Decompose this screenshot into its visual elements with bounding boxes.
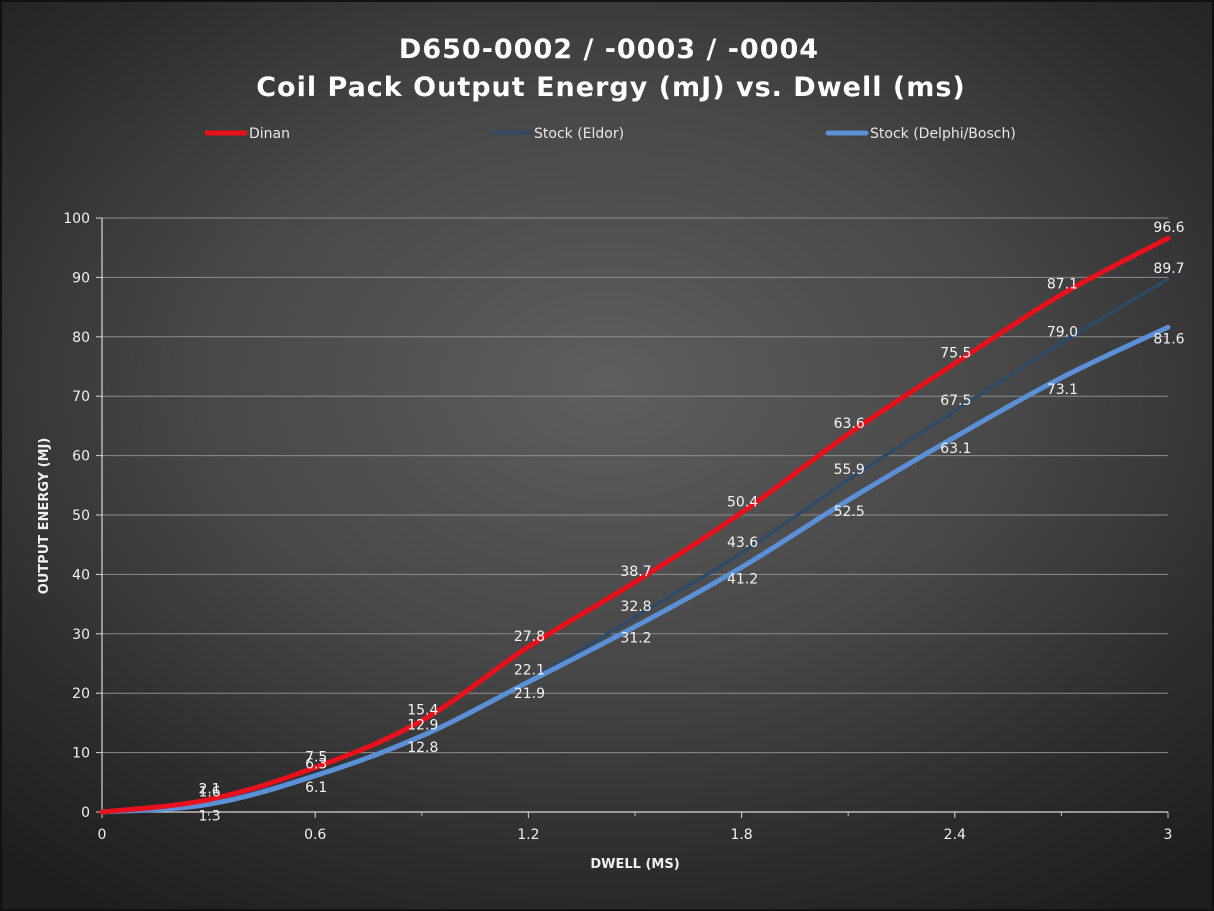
y-tick-label: 70	[72, 389, 90, 405]
data-label-dinan: 7.5	[305, 749, 327, 765]
y-tick-label: 20	[72, 686, 90, 702]
data-label-dinan: 50.4	[727, 495, 758, 511]
data-label-stock-eldor: 89.7	[1153, 261, 1184, 277]
legend-item-stock-delphi-bosch: Stock (Delphi/Bosch)	[825, 126, 1016, 142]
data-label-stock-eldor: 32.8	[620, 599, 651, 615]
data-label-stock-delphi-bosch: 31.2	[620, 631, 651, 647]
legend-item-dinan: Dinan	[204, 126, 290, 142]
x-tick-label: 0.6	[304, 827, 326, 843]
y-tick-label: 100	[63, 211, 90, 227]
data-label-stock-eldor: 67.5	[940, 393, 971, 409]
x-tick-label: 1.8	[730, 827, 752, 843]
data-label-stock-delphi-bosch: 52.5	[834, 504, 865, 520]
legend-label: Stock (Delphi/Bosch)	[870, 126, 1016, 142]
axes: 0 10 20 30 40 50 60 70 80 90 100 0 0.6 1.2 1.8 2.4 3	[63, 211, 1172, 843]
legend-label: Dinan	[249, 126, 290, 142]
data-label-stock-delphi-bosch: 81.6	[1153, 331, 1184, 347]
data-label-stock-eldor: 1.6	[198, 784, 220, 800]
data-label-dinan: 87.1	[1047, 277, 1078, 293]
y-tick-label: 60	[72, 449, 90, 465]
x-tick-label: 3	[1164, 827, 1173, 843]
chart-title: D650-0002 / -0003 / -0004	[399, 34, 819, 65]
data-label-dinan: 27.8	[514, 629, 545, 645]
grid	[102, 217, 1168, 754]
data-label-stock-eldor: 43.6	[727, 535, 758, 551]
y-tick-label: 40	[72, 567, 90, 583]
x-tick-label: 0	[98, 827, 107, 843]
y-tick-label: 30	[72, 627, 90, 643]
data-label-dinan: 96.6	[1153, 220, 1184, 236]
data-label-stock-eldor: 22.1	[514, 663, 545, 679]
data-label-stock-delphi-bosch: 41.2	[727, 571, 758, 587]
data-label-stock-delphi-bosch: 21.9	[514, 686, 545, 702]
data-label-dinan: 15.4	[407, 703, 438, 719]
data-label-dinan: 75.5	[940, 346, 971, 362]
y-axis-label: OUTPUT ENERGY (MJ)	[37, 438, 52, 595]
data-label-stock-delphi-bosch: 63.1	[940, 441, 971, 457]
legend-label: Stock (Eldor)	[534, 126, 624, 142]
y-tick-label: 0	[81, 805, 90, 821]
data-label-stock-delphi-bosch: 12.8	[407, 740, 438, 756]
series-lines	[99, 235, 1171, 815]
data-label-stock-eldor: 12.9	[407, 717, 438, 733]
data-labels: 2.1 7.5 15.4 27.8 38.7 50.4 63.6 75.5 87.1 96.6 1.…	[198, 220, 1184, 824]
chart-title-block: D650-0002 / -0003 / -0004 Coil Pack Outp…	[256, 34, 966, 103]
series-line-dinan	[99, 235, 1171, 815]
data-label-stock-delphi-bosch: 1.3	[198, 808, 220, 824]
legend: Dinan Stock (Eldor) Stock (Delphi/Bosch)	[204, 126, 1016, 142]
x-tick-label: 2.4	[944, 827, 966, 843]
x-tick-label: 1.2	[517, 827, 539, 843]
x-axis-label: DWELL (MS)	[590, 857, 679, 872]
legend-item-stock-eldor: Stock (Eldor)	[490, 126, 624, 142]
data-label-stock-eldor: 79.0	[1047, 325, 1078, 341]
data-label-stock-eldor: 6.3	[305, 757, 327, 773]
y-tick-label: 50	[72, 508, 90, 524]
chart-subtitle: Coil Pack Output Energy (mJ) vs. Dwell (…	[256, 72, 966, 103]
series-line-stock-eldor	[100, 277, 1170, 814]
data-label-stock-delphi-bosch: 73.1	[1047, 382, 1078, 398]
data-label-dinan: 63.6	[834, 416, 865, 432]
y-tick-label: 90	[72, 270, 90, 286]
data-label-stock-delphi-bosch: 6.1	[305, 780, 327, 796]
y-tick-label: 80	[72, 330, 90, 346]
data-label-dinan: 2.1	[198, 782, 220, 798]
data-label-stock-eldor: 55.9	[834, 462, 865, 478]
data-label-dinan: 38.7	[620, 564, 651, 580]
y-tick-label: 10	[72, 746, 90, 762]
series-line-stock-delphi-bosch	[99, 324, 1171, 815]
